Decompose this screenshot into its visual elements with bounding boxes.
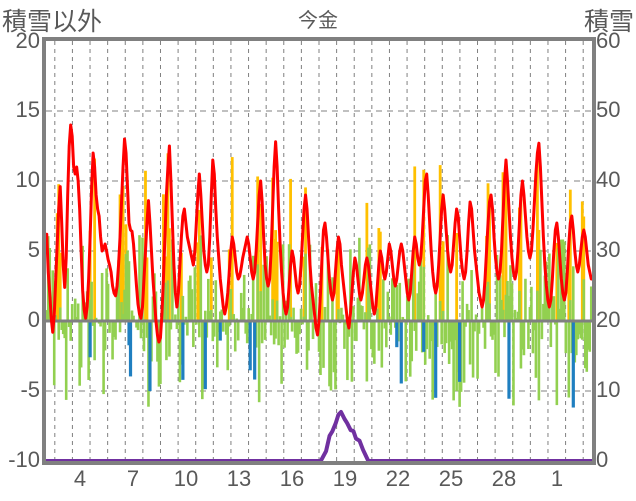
y-axis-left-tick: -5 (20, 377, 40, 402)
x-axis-tick: 16 (279, 466, 305, 491)
y-axis-right-tick: 10 (596, 377, 621, 402)
plot-area (46, 41, 592, 461)
x-axis-tick: 28 (491, 466, 517, 491)
left-axis-title: 積雪以外 (2, 8, 103, 36)
x-axis-tick: 10 (173, 466, 199, 491)
right-axis-title: 積雪 (583, 8, 634, 36)
y-axis-right-tick: 30 (596, 237, 621, 262)
plot-svg (46, 41, 592, 461)
y-axis-left-tick: 0 (27, 307, 40, 332)
x-axis-tick: 7 (126, 466, 140, 491)
x-axis-tick: 13 (226, 466, 252, 491)
x-axis-tick: 22 (385, 466, 411, 491)
y-axis-left-tick: 10 (15, 167, 40, 192)
y-axis-right-tick: 20 (596, 307, 621, 332)
y-axis-left-tick: -10 (8, 447, 40, 472)
snow-depth-line (46, 410, 592, 461)
x-axis-tick: 1 (550, 466, 564, 491)
temperature-line (46, 123, 592, 344)
y-axis-right-tick: 50 (596, 97, 621, 122)
precipitation-bars (88, 321, 575, 408)
y-axis-left-tick: 20 (15, 28, 40, 53)
y-axis-right-tick: 0 (596, 447, 609, 472)
y-axis-left-tick: 5 (27, 237, 40, 262)
y-axis-right-tick: 60 (596, 28, 621, 53)
y-axis-left-tick: 15 (15, 97, 40, 122)
y-axis-right-tick: 40 (596, 167, 621, 192)
plot-frame (42, 37, 596, 465)
chart-title: 今金 (298, 10, 338, 32)
x-axis-tick: 19 (332, 466, 358, 491)
x-axis-tick: 4 (73, 466, 87, 491)
x-axis-tick: 25 (438, 466, 464, 491)
